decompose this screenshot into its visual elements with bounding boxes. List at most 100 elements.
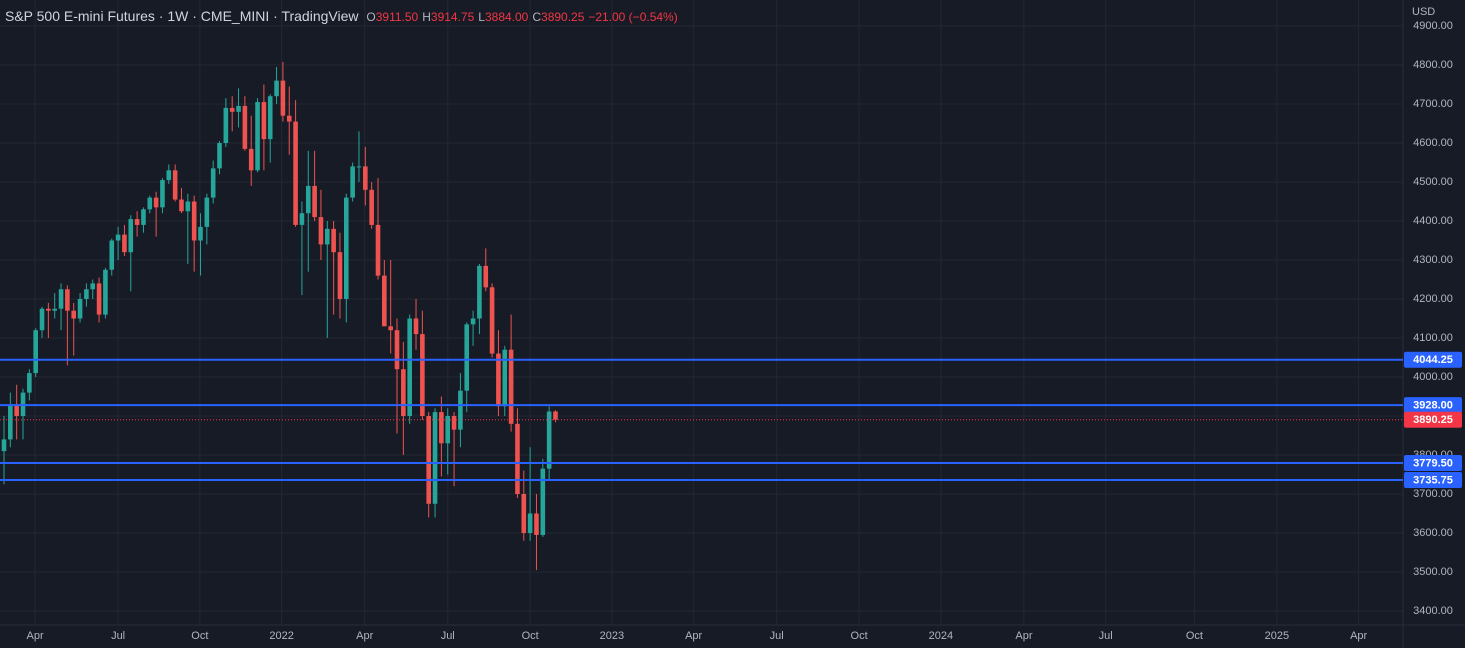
candle-body [46, 308, 51, 311]
candle-body [375, 224, 381, 276]
candle-body [413, 318, 419, 335]
candle-body [90, 283, 96, 290]
candle-body [527, 513, 533, 534]
candle-body [58, 289, 64, 309]
x-tick-label: Oct [851, 630, 868, 642]
x-tick-label: Apr [685, 630, 702, 642]
price-tag [1404, 454, 1462, 471]
candle-body [84, 289, 89, 300]
candle-body [141, 209, 146, 225]
candle-body [14, 404, 19, 417]
candle-body [1, 439, 7, 452]
candle-body [122, 234, 127, 253]
x-tick-label: Apr [356, 630, 373, 642]
y-tick-label: 4200.00 [1413, 293, 1453, 305]
x-tick-label: Jul [111, 630, 125, 642]
y-tick-label: 4100.00 [1413, 332, 1453, 344]
candle-body [65, 289, 70, 311]
candle-body [27, 373, 32, 393]
candle-body [103, 269, 108, 315]
candle-body [128, 219, 134, 253]
candle-body [451, 416, 457, 430]
candle-body [191, 201, 197, 241]
symbol-title: S&P 500 E-mini Futures · 1W · CME_MINI ·… [5, 8, 359, 24]
candle-body [153, 197, 159, 208]
candle-body [331, 228, 336, 253]
ohlc: O3911.50 H3914.75 L3884.00 C3890.25 [362, 8, 584, 24]
y-tick-label: 4300.00 [1413, 254, 1453, 266]
currency: USD [1412, 6, 1435, 18]
candle-body [369, 189, 374, 225]
x-tick-label: 2023 [600, 630, 624, 642]
candle-body [179, 199, 184, 212]
candle-body [147, 197, 153, 210]
ohlc-value: 3884.00 [484, 10, 529, 24]
x-tick-label: Jul [1099, 630, 1113, 642]
price-tag-label: 3890.25 [1413, 414, 1453, 426]
candle-body [464, 324, 470, 391]
candle-body [236, 105, 241, 112]
candle-body [401, 369, 406, 417]
ohlc-key: C [532, 10, 542, 24]
candle-body [388, 326, 393, 331]
y-tick-label: 4500.00 [1413, 176, 1453, 188]
candle-body [33, 330, 38, 374]
x-tick-label: Oct [1186, 630, 1203, 642]
candle-body [521, 494, 527, 534]
candle-body [286, 115, 292, 122]
candle-body [439, 412, 444, 444]
candle-body [508, 349, 514, 424]
x-tick-label: Apr [1350, 630, 1367, 642]
candle-body [337, 252, 343, 300]
y-tick-label: 4600.00 [1413, 137, 1453, 149]
candle-body [394, 330, 400, 370]
candle-body [420, 334, 425, 417]
price-tag [1404, 411, 1462, 428]
y-tick-label: 4900.00 [1413, 20, 1453, 32]
candle-body [540, 468, 546, 535]
candle-body [470, 318, 476, 325]
y-tick-label: 3400.00 [1413, 605, 1453, 617]
candle-body [432, 412, 438, 504]
price-tag [1404, 351, 1462, 368]
candle-body [483, 265, 489, 288]
ohlc-key: H [422, 10, 431, 24]
candle-body [426, 416, 432, 504]
candle-body [489, 287, 495, 354]
candle-body [318, 217, 324, 245]
candle-body [407, 318, 412, 417]
candle-body [115, 234, 121, 241]
x-tick-label: 2025 [1265, 630, 1289, 642]
ohlc-value: 3914.75 [430, 10, 475, 24]
ohlc-value: 3890.25 [541, 10, 585, 24]
candle-body [496, 353, 501, 407]
candle-body [356, 166, 362, 168]
candle-body [261, 102, 267, 140]
x-tick-label: 2022 [269, 630, 293, 642]
change: −21.00 (−0.54%) [588, 10, 678, 24]
candle-body [52, 308, 58, 311]
candle-body [363, 166, 368, 190]
price-tag [1404, 397, 1462, 414]
candle-body [305, 185, 311, 214]
y-tick-label: 3500.00 [1413, 566, 1453, 578]
price-tag-label: 3779.50 [1413, 457, 1453, 469]
candle-body [458, 390, 463, 430]
candle-body [299, 213, 305, 225]
candle-body [553, 411, 558, 420]
y-tick-label: 4700.00 [1413, 98, 1453, 110]
candle-body [166, 170, 172, 181]
y-tick-label: 3700.00 [1413, 488, 1453, 500]
candle-body [382, 275, 387, 327]
x-tick-label: Jul [441, 630, 455, 642]
price-tag-label: 3735.75 [1413, 474, 1453, 486]
candle-body [312, 185, 317, 218]
ohlc-key: L [478, 10, 485, 24]
candle-body [223, 107, 229, 144]
candle-body [8, 404, 13, 440]
candle-body [502, 349, 508, 407]
candle-body [210, 168, 216, 198]
candle-body [185, 201, 191, 212]
